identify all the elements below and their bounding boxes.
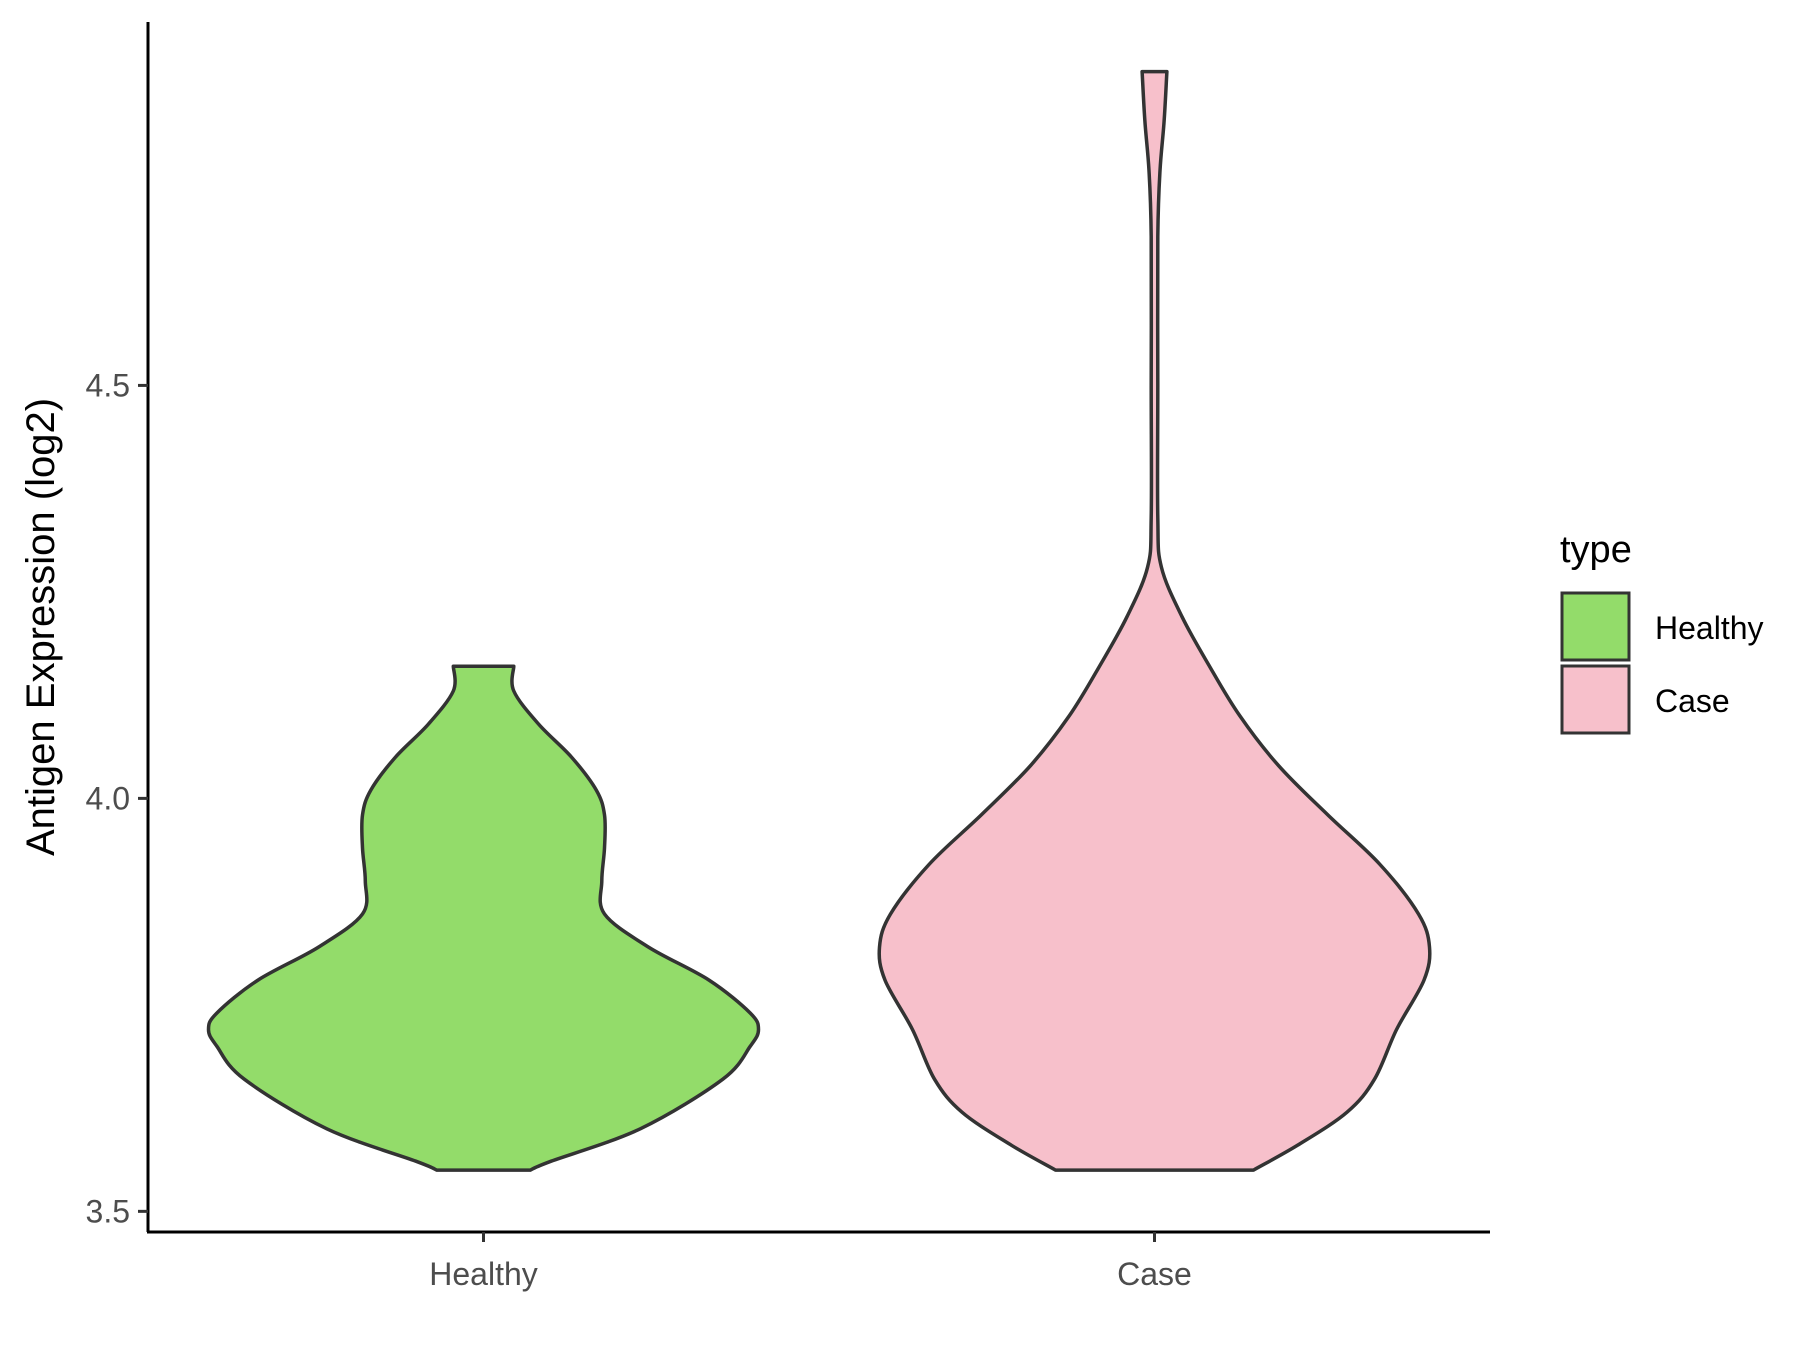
- y-tick-label: 4.5: [86, 367, 130, 403]
- y-tick-label: 4.0: [86, 780, 130, 816]
- x-tick-label-healthy: Healthy: [429, 1256, 538, 1292]
- y-ticks: 3.5 4.0 4.5: [86, 367, 148, 1229]
- legend-key-case: [1560, 664, 1631, 735]
- legend-label-healthy: Healthy: [1655, 610, 1764, 646]
- y-axis-title: Antigen Expression (log2): [19, 398, 63, 856]
- x-tick-label-case: Case: [1117, 1256, 1192, 1292]
- violins: [206, 69, 1432, 1172]
- y-tick-label: 3.5: [86, 1193, 130, 1229]
- legend-label-case: Case: [1655, 683, 1730, 719]
- violin-healthy: [206, 664, 761, 1172]
- violin-case: [877, 69, 1432, 1172]
- x-ticks: Healthy Case: [429, 1232, 1192, 1292]
- legend: type Healthy Case: [1560, 529, 1764, 735]
- legend-title: type: [1560, 529, 1632, 571]
- legend-key-healthy: [1560, 591, 1631, 662]
